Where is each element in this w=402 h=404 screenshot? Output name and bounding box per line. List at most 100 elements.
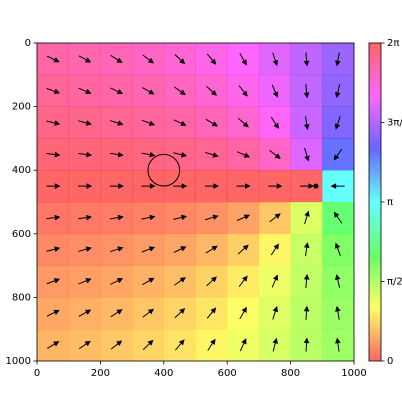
quiver-arrow (204, 151, 219, 158)
quiver-arrow (78, 151, 93, 158)
quiver-arrow (335, 52, 341, 67)
colorbar-tick-label: 2π (387, 38, 399, 49)
quiver-arrow (303, 273, 310, 289)
quiver-arrow (205, 118, 218, 127)
quiver-arrow (174, 308, 186, 319)
colorbar (368, 42, 382, 362)
quiver-arrow (46, 120, 61, 126)
y-tick-label: 1000 (6, 356, 31, 367)
quiver-arrow (335, 337, 341, 352)
quiver-arrow (174, 86, 186, 96)
quiver-arrow (269, 149, 281, 159)
quiver-arrow (236, 151, 251, 158)
quiver-arrow (304, 210, 310, 225)
quiver-arrow (334, 242, 341, 256)
quiver-arrow (142, 277, 155, 286)
quiver-arrow (47, 341, 60, 349)
quiver-arrow (303, 84, 310, 99)
quiver-arrow (78, 120, 92, 126)
quiver-arrow (141, 183, 156, 189)
quiver-arrow (334, 116, 341, 130)
quiver-arrow (141, 214, 156, 221)
quiver-arrow (46, 309, 60, 317)
quiver-arrow (46, 183, 61, 189)
quiver-arrow (303, 115, 310, 131)
quiver-arrow (110, 278, 124, 285)
plot-frame (36, 42, 355, 362)
quiver-arrow (173, 214, 188, 221)
quiver-arrow (206, 53, 217, 65)
quiver-arrow (110, 87, 124, 95)
quiver-arrow (78, 55, 92, 63)
quiver-arrow (204, 214, 219, 221)
quiver-arrow (304, 147, 310, 162)
quiver-arrow (334, 274, 341, 288)
quiver-arrow (110, 340, 123, 350)
quiver-arrow (207, 338, 216, 351)
quiver-arrow (141, 246, 156, 253)
quiver-arrow (141, 151, 156, 158)
quiver-arrow (330, 183, 345, 189)
quiver-arrow (239, 53, 247, 66)
quiver-arrow (272, 52, 279, 67)
quiver-arrow (46, 214, 61, 221)
colorbar-tick-label: 0 (387, 356, 393, 367)
quiver-arrow (109, 246, 124, 253)
quiver-arrow (270, 243, 279, 256)
quiver-arrow (239, 338, 247, 352)
quiver-arrow (173, 119, 187, 126)
quiver-arrow (333, 148, 343, 161)
quiver-arrow (142, 87, 155, 95)
quiver-arrow (46, 278, 61, 285)
quiver-arrow (142, 54, 155, 64)
quiver-arrow (46, 88, 61, 95)
quiver-arrow (78, 183, 93, 189)
quiver-arrow (78, 87, 92, 95)
y-tick-label: 600 (12, 229, 31, 240)
x-tick-label: 200 (91, 368, 110, 379)
quiver-arrow (174, 54, 186, 65)
quiver-arrow (334, 84, 341, 99)
x-tick-label: 600 (218, 368, 237, 379)
quiver-arrow (333, 211, 343, 224)
quiver-arrow (236, 214, 251, 221)
quiver-arrow (303, 52, 310, 67)
quiver-arrow (335, 305, 341, 320)
quiver-arrow (271, 274, 279, 288)
quiver-arrow (205, 245, 218, 254)
quiver-arrow (109, 214, 124, 221)
quiver-arrow (272, 337, 278, 352)
quiver-arrow (238, 85, 248, 97)
quiver-arrow (109, 183, 124, 189)
quiver-arrow (110, 55, 123, 63)
quiver-arrow (204, 183, 219, 189)
quiver-arrow (173, 183, 188, 189)
annotation-point (313, 183, 319, 189)
quiver-arrow (141, 119, 156, 126)
quiver-arrow (173, 246, 187, 253)
quiver-arrow (78, 309, 92, 317)
quiver-arrow (239, 306, 247, 320)
quiver-arrow (236, 183, 251, 189)
quiver-arrow (175, 339, 185, 351)
quiver-arrow (46, 151, 61, 158)
quiver-arrow (173, 152, 188, 158)
colorbar-tick-label: π (387, 197, 393, 208)
y-tick-label: 400 (12, 165, 31, 176)
quiver-arrow (78, 246, 92, 252)
quiver-arrow (46, 246, 61, 252)
colorbar-tick-label: π/2 (387, 277, 402, 288)
quiver-arrow (142, 339, 154, 350)
quiver-arrow (142, 308, 155, 318)
y-tick-label: 800 (12, 292, 31, 303)
quiver-arrow (110, 309, 123, 318)
y-tick-label: 0 (25, 38, 31, 49)
quiver-arrow (303, 242, 310, 257)
quiver-arrow (78, 340, 91, 350)
x-tick-label: 400 (154, 368, 173, 379)
x-tick-label: 0 (34, 368, 40, 379)
x-tick-label: 1000 (341, 368, 366, 379)
quiver-arrow (109, 120, 124, 126)
quiver-arrow (206, 307, 217, 319)
quiver-arrow (272, 306, 279, 320)
